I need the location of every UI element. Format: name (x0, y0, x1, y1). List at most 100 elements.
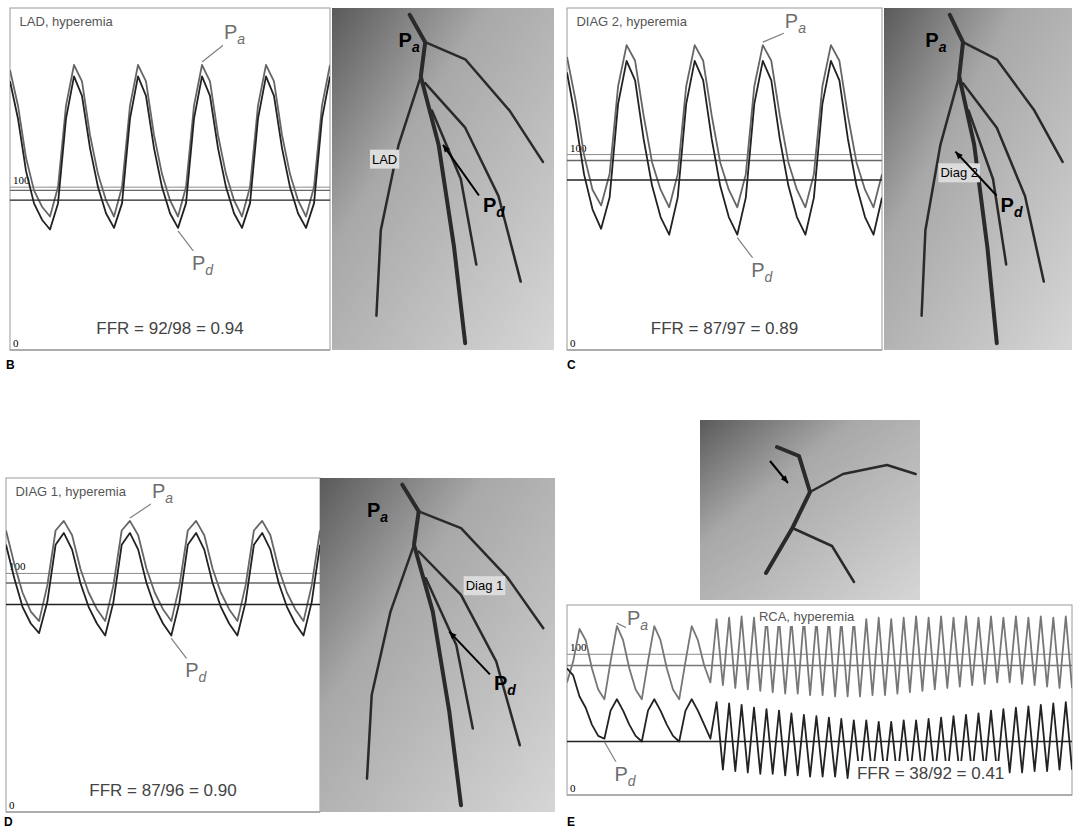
plot-frame (6, 478, 320, 812)
tick-label: 0 (570, 782, 576, 794)
panel-letter: E (567, 815, 575, 829)
arrow-head (781, 475, 788, 483)
label-patch (464, 576, 506, 595)
grid-line (6, 573, 320, 574)
angio-vessel-label: Diag 2 (940, 165, 978, 180)
grid-line (10, 350, 330, 351)
angiogram (332, 8, 554, 350)
data-group (567, 45, 882, 235)
angio-pressure-label-sub: a (939, 39, 947, 55)
angio-pressure-label: Pd (494, 672, 516, 698)
tick-label: 0 (13, 337, 19, 349)
data-group (10, 65, 330, 230)
arrow-shaft (770, 461, 788, 483)
panel: 0100PaPdRCA, hyperemiaFFR = 38/92 = 0.41 (567, 420, 1072, 795)
mean-line (567, 179, 882, 180)
trace-label-sub: d (199, 669, 208, 685)
leader-line (178, 231, 194, 252)
angio-pressure-label-main: P (367, 499, 380, 521)
panel-letter: D (4, 815, 13, 829)
label-patch (757, 607, 857, 626)
label-patch (626, 606, 649, 634)
panel: 0100PaPdDIAG 2, hyperemiaFFR = 87/97 = 0… (567, 8, 1072, 350)
label-patch (750, 258, 774, 286)
trace-label: Pd (185, 659, 207, 685)
trace-label-sub: a (165, 490, 173, 506)
labels: Pa Pd (737, 9, 807, 286)
leader-line (737, 238, 753, 259)
pressure-trace (10, 76, 330, 229)
leader-line (604, 742, 616, 763)
label-patch (151, 479, 174, 507)
trace-label-main: P (152, 480, 165, 502)
panel-title: LAD, hyperemia (20, 14, 114, 29)
arrow-head (443, 145, 450, 153)
background (0, 0, 1077, 831)
panel-title: DIAG 1, hyperemia (15, 484, 126, 499)
vessel (766, 447, 810, 573)
trace-label-sub: a (237, 31, 245, 47)
panel-title: DIAG 2, hyperemia (576, 14, 687, 29)
arrow-head (449, 632, 456, 639)
vessel (426, 578, 473, 728)
trace-label-main: P (224, 21, 237, 43)
vessel (425, 83, 521, 281)
trace-label-main: P (192, 252, 205, 274)
pressure-trace (6, 533, 320, 636)
trace-label: Pd (751, 259, 773, 285)
trace-label-sub: d (628, 773, 637, 789)
plot-frame (10, 8, 330, 350)
pressure-trace (567, 61, 882, 235)
panel: 0100PaPdDIAG 1, hyperemiaFFR = 87/96 = 0… (6, 478, 555, 812)
angio-pressure-label: Pa (399, 29, 420, 55)
arrow-head (955, 152, 962, 160)
leader-line (130, 502, 154, 518)
trace-label-main: P (185, 659, 198, 681)
labels: PaPd (178, 20, 246, 279)
grid-line (6, 812, 320, 813)
angio-vessel-label: LAD (372, 152, 397, 167)
vessel (792, 528, 854, 582)
label-patch (191, 251, 215, 279)
angio-pressure-label-main: P (399, 29, 412, 51)
grid-line (567, 795, 1072, 796)
panel-title: RCA, hyperemia (759, 609, 855, 624)
angio-pressure-label: Pd (483, 194, 505, 220)
label-patch (613, 762, 637, 790)
label-patch (854, 761, 1007, 786)
trace-label-sub: d (205, 262, 214, 278)
labels: PaPd (604, 606, 649, 790)
angio-pressure-label-sub: a (380, 509, 388, 525)
trace-label-sub: a (640, 617, 648, 633)
vessel (402, 485, 461, 806)
vessel (419, 511, 544, 628)
trace-label: Pa (152, 480, 173, 506)
vessel (376, 76, 420, 315)
angio-pressure-label-main: P (483, 194, 496, 216)
label-patch (93, 316, 246, 341)
label-patch (648, 316, 801, 341)
pressure-trace (567, 616, 1072, 699)
trace-label: Pa (785, 10, 806, 36)
ffr-annotation: FFR = 87/96 = 0.90 (89, 781, 236, 800)
label-patch (86, 778, 239, 803)
mean-line (567, 160, 882, 161)
ffr-annotation: FFR = 92/98 = 0.94 (96, 319, 243, 338)
grid-line (567, 350, 882, 351)
mean-line (6, 582, 320, 583)
vessel (367, 545, 414, 779)
trace-label-main: P (627, 607, 640, 629)
trace-label-main: P (751, 259, 764, 281)
vessel (432, 111, 476, 265)
trace-label-main: P (785, 10, 798, 32)
trace-label: Pd (192, 252, 214, 278)
ffr-annotation: FFR = 87/97 = 0.89 (651, 319, 798, 338)
vessel (963, 42, 1063, 162)
ffr-annotation: FFR = 38/92 = 0.41 (857, 764, 1004, 783)
mean-line (6, 604, 320, 605)
label-patch (938, 163, 980, 182)
trace-label-main: P (614, 763, 627, 785)
data-group (6, 521, 320, 636)
trace-label-sub: a (798, 20, 806, 36)
leader-line (171, 638, 187, 659)
